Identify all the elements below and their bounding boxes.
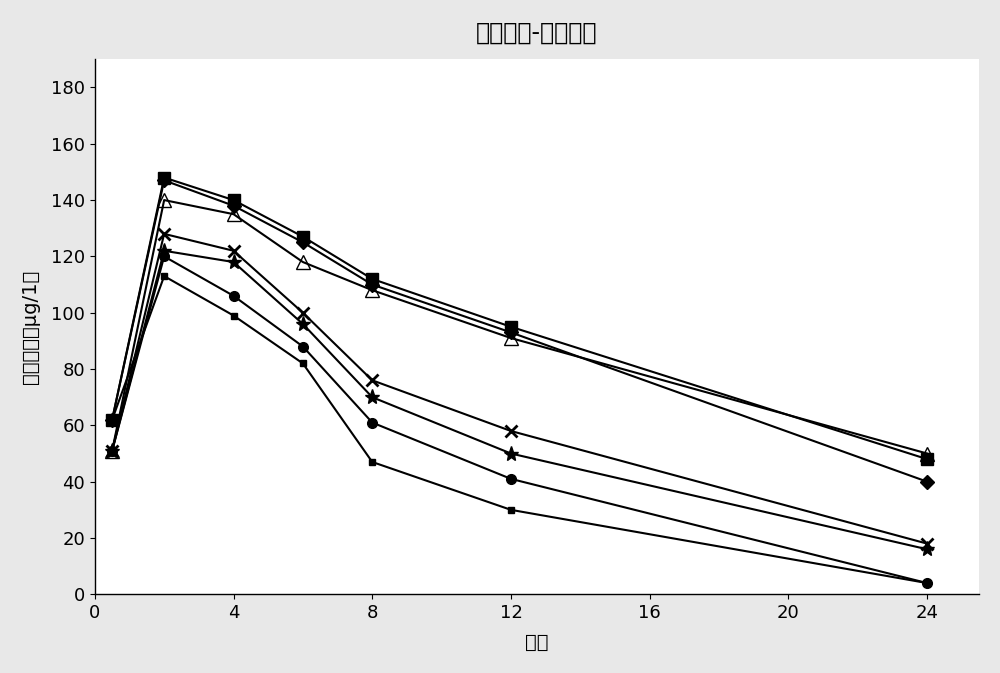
Title: 血药浓度-时间曲线: 血药浓度-时间曲线 bbox=[476, 21, 598, 45]
X-axis label: 时间: 时间 bbox=[525, 633, 549, 652]
Y-axis label: 血药浓度（μg/1）: 血药浓度（μg/1） bbox=[21, 270, 40, 384]
